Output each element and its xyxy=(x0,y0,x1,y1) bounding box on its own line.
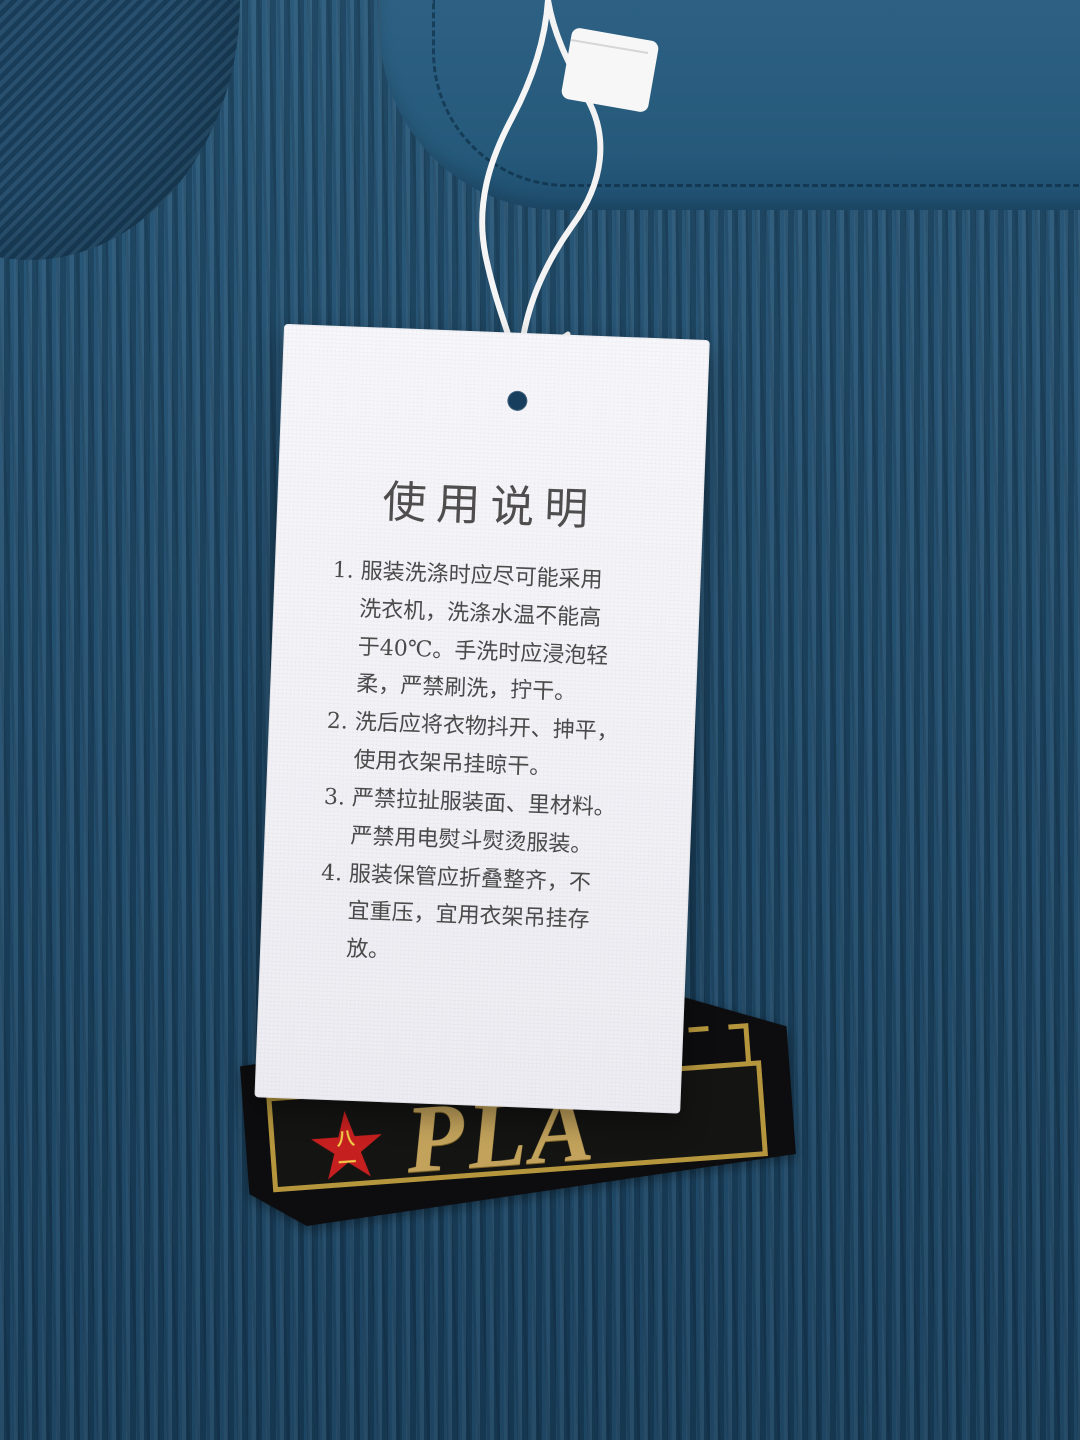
star-mark: 八一 xyxy=(335,1128,358,1175)
stitch-seam xyxy=(432,0,1080,187)
sweater-collar xyxy=(0,0,240,260)
care-instructions-list: 1. 服装洗涤时应尽可能采用 洗衣机，洗涤水温不能高 于40℃。手洗时应浸泡轻 … xyxy=(317,552,677,981)
tag-title: 使用说明 xyxy=(381,476,600,536)
care-instructions-tag: 使用说明 1. 服装洗涤时应尽可能采用 洗衣机，洗涤水温不能高 于40℃。手洗时… xyxy=(254,323,710,1114)
tag-hole xyxy=(506,390,528,412)
